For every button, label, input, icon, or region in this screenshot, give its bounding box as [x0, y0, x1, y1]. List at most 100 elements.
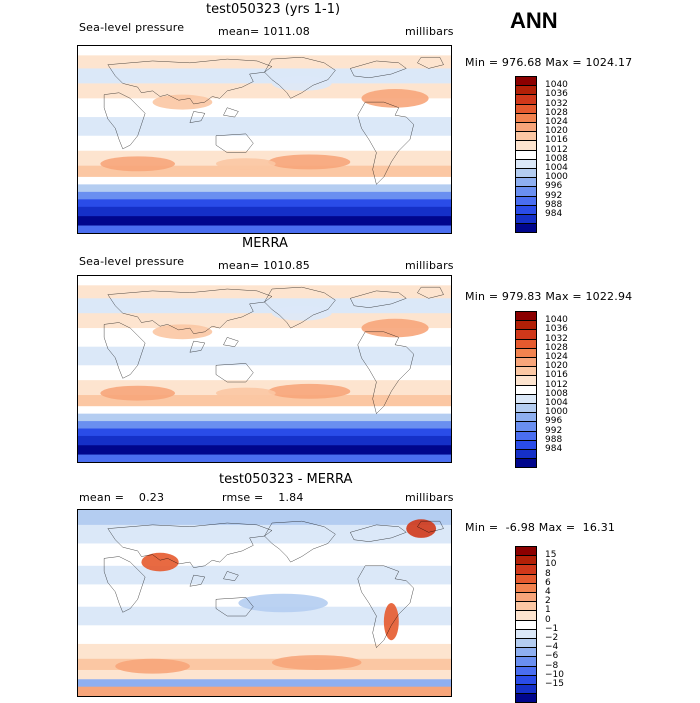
map-band — [78, 83, 451, 99]
coastline — [104, 557, 145, 613]
colorbar-tick-label: 988 — [545, 199, 563, 210]
panel2-title: MERRA — [242, 236, 288, 251]
colorbar-tick-label: −6 — [545, 651, 559, 662]
coastline — [265, 287, 336, 328]
map-band — [78, 669, 451, 680]
map-band — [78, 206, 451, 217]
coastline — [417, 521, 443, 532]
panel2-minmax: Min = 979.83 Max = 1022.94 — [465, 290, 633, 303]
colorbar-tick-label: 1012 — [545, 144, 568, 155]
coastline — [265, 57, 336, 98]
coastline — [216, 134, 253, 153]
colorbar-tick-label: 1036 — [545, 89, 568, 100]
map-band — [78, 421, 451, 430]
pressure-anomaly — [361, 318, 429, 338]
colorbar-cell — [515, 693, 537, 703]
coastline — [350, 525, 406, 542]
panel2-left-label: Sea-level pressure — [79, 255, 185, 268]
colorbar-tick-label: 1008 — [545, 388, 568, 399]
colorbar-tick-label: 1024 — [545, 352, 568, 362]
colorbar-tick-label: 1040 — [545, 80, 568, 91]
colorbar-tick-label: −8 — [545, 660, 559, 671]
coastlines — [104, 57, 443, 184]
colorbar-tick-label: 6 — [545, 577, 551, 588]
colorbar-tick-label: 1004 — [545, 163, 568, 173]
map-band — [78, 625, 451, 645]
colorbar-cell — [515, 223, 537, 234]
colorbar-tick-label: 992 — [545, 190, 563, 201]
map-band — [78, 658, 451, 671]
pressure-anomaly — [216, 158, 276, 170]
colorbar-tick-label: 992 — [545, 425, 563, 436]
colorbar-tick-label: −2 — [545, 633, 559, 643]
panel2-colorbar: 1040 1036 1032 1028 1024 1020 1016 1012 1008 1004… — [515, 311, 568, 469]
coastline — [350, 291, 406, 308]
colorbar-tick-label: 4 — [545, 587, 551, 597]
colorbar-cell — [515, 458, 537, 469]
colorbar-tick-label: 1036 — [545, 324, 568, 335]
coastline — [417, 287, 443, 298]
panel3-rmse-label: rmse = 1.84 — [222, 491, 304, 504]
panel2-map-plot — [78, 276, 451, 462]
map-band — [78, 135, 451, 152]
map-band — [78, 276, 451, 286]
panel3-colorbar: 15 10 8 6 4 2 1 0 −1 −2 −4 −6 −8 −10 −15 — [515, 546, 564, 703]
season-label: ANN — [510, 8, 558, 33]
colorbar-tick-label: 996 — [545, 416, 563, 427]
map-band — [78, 365, 451, 381]
pressure-anomaly — [268, 154, 351, 170]
pressure-anomaly — [238, 593, 328, 613]
coastline — [417, 57, 443, 68]
pressure-anomaly — [100, 385, 175, 401]
panel1-map-plot — [78, 46, 451, 233]
map-band — [78, 454, 451, 462]
colorbar-tick-label: 1 — [545, 605, 551, 616]
pressure-anomaly — [115, 658, 190, 674]
coastline — [108, 289, 272, 334]
colorbar-tick-label: −4 — [545, 642, 559, 653]
colorbar-tick-label: 1000 — [545, 407, 568, 418]
colorbar-tick-label: 1024 — [545, 117, 568, 127]
panel1-title: test050323 (yrs 1-1) — [206, 2, 341, 17]
panel1-left-label: Sea-level pressure — [79, 21, 185, 34]
colorbar-tick-label: 1008 — [545, 153, 568, 164]
colorbar-tick-label: 1040 — [545, 315, 568, 326]
map-band — [78, 55, 451, 69]
panel2-mean-label: mean= 1010.85 — [218, 259, 310, 272]
coastlines — [104, 521, 443, 647]
pressure-anomaly — [271, 75, 332, 91]
colorbar-tick-label: −15 — [545, 679, 564, 689]
colorbar-tick-label: 1032 — [545, 333, 568, 344]
map-band — [78, 346, 451, 366]
pressure-anomaly — [271, 305, 332, 321]
map-band — [78, 225, 451, 233]
colorbar-tick-label: −1 — [545, 623, 559, 634]
coastline — [358, 332, 414, 414]
map-band — [78, 565, 451, 585]
map-band — [78, 524, 451, 544]
map-band — [78, 413, 451, 422]
coastline — [104, 93, 145, 149]
colorbar-tick-label: 1004 — [545, 398, 568, 408]
panel3-units-label: millibars — [405, 491, 454, 504]
pressure-anomaly — [383, 603, 399, 641]
coastline — [223, 337, 238, 346]
colorbar-tick-label: 1020 — [545, 126, 568, 137]
map-band — [78, 510, 451, 526]
coastline — [190, 111, 205, 122]
map-band — [78, 445, 451, 456]
coastline — [223, 571, 238, 580]
colorbar-tick-label: 988 — [545, 434, 563, 445]
panel1-map — [77, 45, 452, 234]
coastline — [190, 341, 205, 352]
map-band — [78, 68, 451, 84]
colorbar-tick-label: 996 — [545, 181, 563, 192]
colorbar-tick-label: −10 — [545, 669, 564, 680]
coastline — [216, 363, 253, 382]
colorbar-tick-label: 8 — [545, 568, 551, 579]
colorbar-tick-label: 1012 — [545, 379, 568, 390]
pressure-anomaly — [141, 552, 179, 572]
map-band — [78, 428, 451, 437]
colorbar-tick-label: 0 — [545, 614, 551, 625]
map-band — [78, 686, 451, 696]
